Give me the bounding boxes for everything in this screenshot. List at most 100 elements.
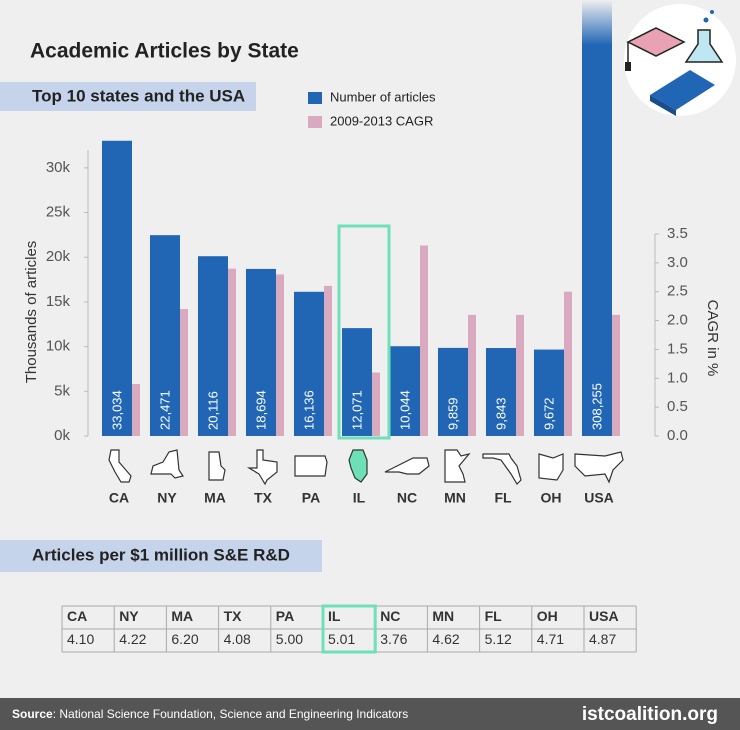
highlight-box — [337, 224, 391, 440]
bar — [372, 372, 380, 436]
x-tick-label: TX — [254, 490, 273, 506]
bar-fade — [582, 0, 612, 45]
y2-axis-label: CAGR in % — [704, 300, 721, 377]
table-header: PA — [276, 608, 294, 624]
chart-title: Academic Articles by State — [30, 40, 299, 63]
table-cell: 3.76 — [380, 631, 407, 647]
bar — [150, 235, 180, 436]
bar — [390, 346, 420, 436]
table-cell: 4.87 — [589, 631, 616, 647]
table-cell: 4.62 — [432, 631, 459, 647]
x-tick-label: OH — [541, 490, 562, 506]
state-icon — [208, 451, 226, 481]
y2-tick-label: 1.0 — [667, 369, 688, 386]
data-label: 22,471 — [157, 390, 172, 430]
footer-source: Source: National Science Foundation, Sci… — [12, 707, 408, 721]
table-header: IL — [328, 608, 341, 624]
table-header: NY — [119, 608, 139, 624]
bar — [468, 314, 476, 436]
y-tick-label: 20k — [46, 248, 71, 265]
bar — [582, 0, 612, 436]
state-icon — [444, 449, 471, 483]
bar — [180, 309, 188, 436]
table-header: TX — [224, 608, 243, 624]
y2-tick-label: 2.5 — [667, 283, 688, 300]
y-tick-label: 25k — [46, 204, 71, 221]
bar — [294, 291, 324, 436]
data-label: 12,071 — [349, 390, 364, 430]
data-label: 308,255 — [589, 383, 604, 430]
bar — [438, 347, 468, 436]
bar — [276, 274, 284, 436]
y-tick-label: 5k — [54, 382, 70, 399]
legend-label: Number of articles — [330, 89, 436, 104]
table-header: NC — [380, 608, 400, 624]
bar — [324, 285, 332, 436]
bar — [198, 256, 228, 436]
table-cell: 4.08 — [224, 631, 251, 647]
state-icon — [538, 453, 564, 481]
data-label: 9,843 — [493, 397, 508, 430]
x-tick-label: NY — [157, 490, 177, 506]
x-tick-label: CA — [109, 490, 129, 506]
logo — [624, 4, 736, 116]
x-tick-label: NC — [397, 490, 417, 506]
data-label: 9,859 — [445, 397, 460, 430]
bar — [516, 314, 524, 436]
y-tick-label: 10k — [46, 338, 71, 355]
legend-swatch — [308, 116, 322, 128]
table-header: OH — [537, 608, 558, 624]
state-icon — [482, 453, 522, 485]
data-label: 10,044 — [397, 390, 412, 430]
bar — [228, 268, 236, 436]
x-tick-label: FL — [494, 490, 512, 506]
y2-tick-label: 3.0 — [667, 254, 688, 271]
bar — [612, 314, 620, 436]
table-highlight — [321, 604, 377, 654]
y-axis-label: Thousands of articles — [23, 241, 40, 384]
state-icon — [384, 457, 430, 475]
table-header: MN — [432, 608, 454, 624]
bar — [246, 268, 276, 436]
subtitle-band — [0, 82, 256, 111]
data-label: 33,034 — [109, 390, 124, 430]
legend-label: 2009-2013 CAGR — [330, 113, 433, 128]
bar — [534, 349, 564, 436]
data-label: 18,694 — [253, 390, 268, 430]
table-cell: 6.20 — [171, 631, 198, 647]
y2-tick-label: 2.0 — [667, 312, 688, 329]
bar — [420, 245, 428, 436]
bar — [132, 384, 140, 436]
table-header: MA — [171, 608, 193, 624]
table-header: FL — [485, 608, 503, 624]
x-tick-label: MN — [444, 490, 466, 506]
source-text: : National Science Foundation, Science a… — [53, 707, 409, 721]
x-tick-label: USA — [584, 490, 614, 506]
bar — [342, 328, 372, 436]
bar — [486, 348, 516, 436]
y2-tick-label: 1.5 — [667, 340, 688, 357]
state-icon — [150, 449, 184, 479]
y2-tick-label: 0.0 — [667, 427, 688, 444]
table-cell: 5.01 — [328, 631, 355, 647]
data-label: 9,672 — [541, 397, 556, 430]
y2-tick-label: 3.5 — [667, 225, 688, 242]
y-tick-label: 0k — [54, 427, 70, 444]
state-icon — [246, 449, 278, 486]
plot — [102, 0, 620, 436]
table-cell: 4.10 — [67, 631, 94, 647]
bar — [564, 291, 572, 436]
table: CA 4.10 NY 4.22 MA 6.20 TX 4.08 PA 5.00 IL 5.01 NC 3.… — [61, 604, 637, 654]
data-label: 16,136 — [301, 390, 316, 430]
table-header: USA — [589, 608, 619, 624]
state-icon — [108, 449, 132, 483]
source-label: Source — [12, 707, 53, 721]
subtitle: Top 10 states and the USA — [32, 86, 245, 105]
y2-tick-label: 0.5 — [667, 398, 688, 415]
y-tick-label: 30k — [46, 159, 71, 176]
legend-swatch — [308, 92, 322, 104]
table-cell: 5.12 — [485, 631, 512, 647]
footer-brand: istcoalition.org — [582, 704, 718, 725]
